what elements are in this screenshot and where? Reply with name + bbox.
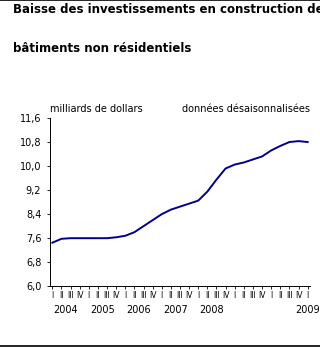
Text: 2008: 2008 (200, 305, 224, 315)
Text: données désaisonnalisées: données désaisonnalisées (182, 104, 310, 114)
Text: 2007: 2007 (163, 305, 188, 315)
Text: bâtiments non résidentiels: bâtiments non résidentiels (13, 42, 191, 54)
Text: Baisse des investissements en construction de: Baisse des investissements en constructi… (13, 3, 320, 16)
Text: 2009: 2009 (295, 305, 320, 315)
Text: 2006: 2006 (127, 305, 151, 315)
Text: 2005: 2005 (90, 305, 115, 315)
Text: 2004: 2004 (54, 305, 78, 315)
Text: milliards de dollars: milliards de dollars (50, 104, 142, 114)
